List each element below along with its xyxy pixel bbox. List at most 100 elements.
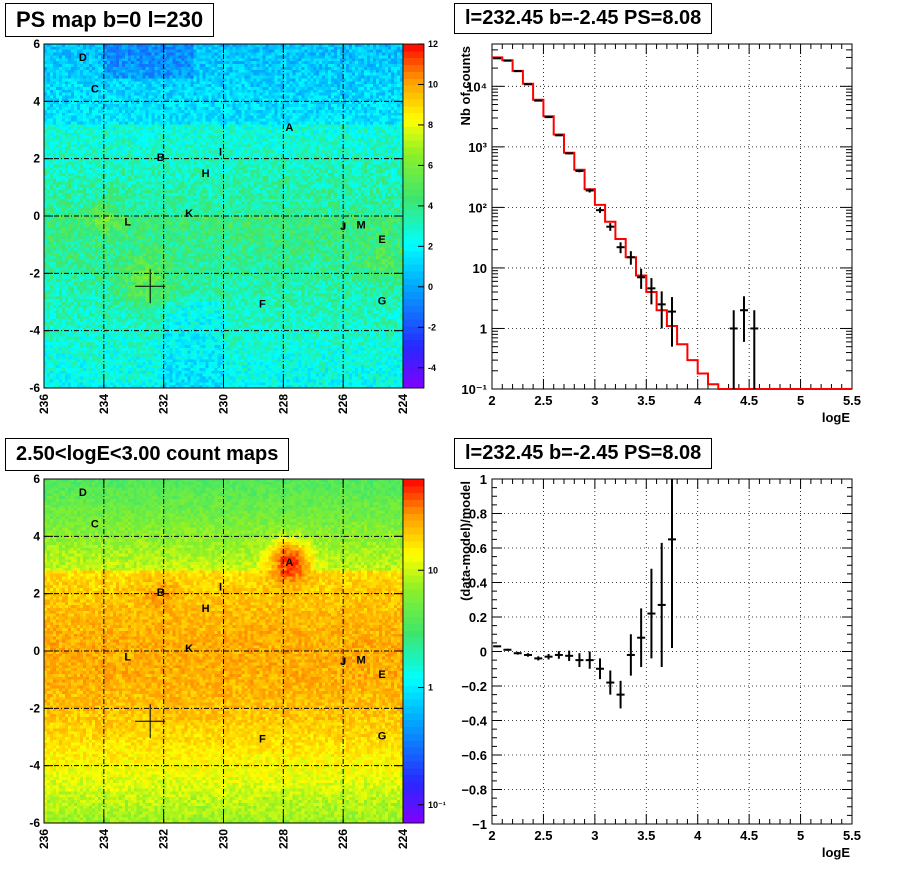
p1-heatmap-cell (379, 55, 382, 58)
p1-heatmap-cell (152, 47, 155, 50)
p1-heatmap-cell (59, 50, 62, 53)
p1-heatmap-cell (322, 73, 325, 76)
p1-heatmap-cell (113, 58, 116, 61)
p1-heatmap-cell (325, 64, 328, 67)
p1-heatmap-cell (191, 47, 194, 50)
p1-heatmap-cell (95, 70, 98, 73)
p1-heatmap-cell (122, 53, 125, 56)
p1-heatmap-cell (194, 67, 197, 70)
p1-heatmap-cell (164, 61, 167, 64)
p1-heatmap-cell (295, 64, 298, 67)
p1-heatmap-cell (194, 73, 197, 76)
p1-heatmap-cell (194, 70, 197, 73)
p1-heatmap-cell (146, 70, 149, 73)
p1-heatmap-cell (355, 55, 358, 58)
p1-heatmap-cell (247, 64, 250, 67)
p1-heatmap-cell (268, 58, 271, 61)
p1-heatmap-cell (122, 55, 125, 58)
p1-heatmap-cell (113, 73, 116, 76)
p1-heatmap-cell (319, 61, 322, 64)
p1-heatmap-cell (391, 55, 394, 58)
p1-heatmap-cell (83, 64, 86, 67)
p1-heatmap-cell (119, 58, 122, 61)
p1-heatmap-cell (98, 53, 101, 56)
p1-heatmap-cell (265, 47, 268, 50)
p1-heatmap-cell (352, 55, 355, 58)
p1-heatmap-cell (271, 64, 274, 67)
p1-heatmap-cell (229, 55, 232, 58)
p1-heatmap-cell (397, 55, 400, 58)
p1-heatmap-cell (65, 76, 68, 79)
p1-heatmap-cell (316, 50, 319, 53)
p1-heatmap-cell (149, 67, 152, 70)
p1-heatmap-cell (89, 53, 92, 56)
p1-heatmap-cell (256, 70, 259, 73)
p1-heatmap-cell (107, 67, 110, 70)
p1-heatmap-cell (191, 50, 194, 53)
p1-heatmap-cell (352, 50, 355, 53)
p1-heatmap-cell (86, 47, 89, 50)
p1-heatmap-cell (92, 58, 95, 61)
p1-heatmap-cell (361, 67, 364, 70)
p1-heatmap-cell (179, 58, 182, 61)
p1-heatmap-cell (197, 67, 200, 70)
p1-heatmap-cell (44, 67, 47, 70)
p1-heatmap-cell (59, 61, 62, 64)
p1-heatmap-cell (397, 53, 400, 56)
p1-heatmap-cell (218, 58, 221, 61)
p1-heatmap-cell (271, 55, 274, 58)
p1-heatmap-cell (65, 50, 68, 53)
p1-heatmap-cell (274, 58, 277, 61)
p1-heatmap-cell (170, 67, 173, 70)
p1-heatmap-cell (367, 70, 370, 73)
p1-heatmap-cell (215, 70, 218, 73)
p1-heatmap-cell (107, 61, 110, 64)
p1-heatmap-cell (59, 67, 62, 70)
p1-heatmap-cell (304, 67, 307, 70)
p1-heatmap-cell (167, 50, 170, 53)
p1-heatmap-cell (92, 53, 95, 56)
p1-heatmap-cell (155, 73, 158, 76)
p1-heatmap-cell (104, 55, 107, 58)
p1-heatmap-cell (322, 53, 325, 56)
p1-heatmap-cell (382, 61, 385, 64)
p1-heatmap-cell (250, 58, 253, 61)
p1-heatmap-cell (334, 67, 337, 70)
p1-heatmap-cell (125, 58, 128, 61)
p1-heatmap-cell (56, 70, 59, 73)
p1-heatmap-cell (331, 55, 334, 58)
p1-heatmap-cell (310, 50, 313, 53)
p1-heatmap-cell (173, 73, 176, 76)
p1-heatmap-cell (68, 47, 71, 50)
p1-heatmap-cell (134, 58, 137, 61)
p1-heatmap-cell (325, 73, 328, 76)
p1-heatmap-cell (155, 47, 158, 50)
p1-heatmap-cell (98, 76, 101, 79)
p1-heatmap-cell (370, 58, 373, 61)
p1-heatmap-cell (68, 61, 71, 64)
p1-heatmap-cell (232, 47, 235, 50)
p1-heatmap-cell (322, 64, 325, 67)
p1-heatmap-cell (80, 47, 83, 50)
p1-heatmap-cell (304, 61, 307, 64)
p1-heatmap-cell (352, 73, 355, 76)
p1-heatmap-cell (226, 47, 229, 50)
p1-heatmap-cell (113, 64, 116, 67)
p1-heatmap-cell (313, 64, 316, 67)
p1-heatmap-cell (262, 67, 265, 70)
p1-heatmap-cell (295, 53, 298, 56)
p1-heatmap-cell (355, 67, 358, 70)
p1-heatmap-cell (310, 64, 313, 67)
p1-heatmap-cell (209, 47, 212, 50)
p1-heatmap-cell (385, 47, 388, 50)
p1-heatmap-cell (286, 53, 289, 56)
p1-heatmap-cell (137, 47, 140, 50)
p1-heatmap-cell (77, 73, 80, 76)
p1-heatmap-cell (292, 61, 295, 64)
p1-heatmap-cell (232, 61, 235, 64)
p1-heatmap-cell (334, 61, 337, 64)
p1-heatmap-cell (346, 64, 349, 67)
p1-heatmap-cell (146, 50, 149, 53)
p1-heatmap-cell (158, 50, 161, 53)
p1-heatmap-cell (131, 53, 134, 56)
